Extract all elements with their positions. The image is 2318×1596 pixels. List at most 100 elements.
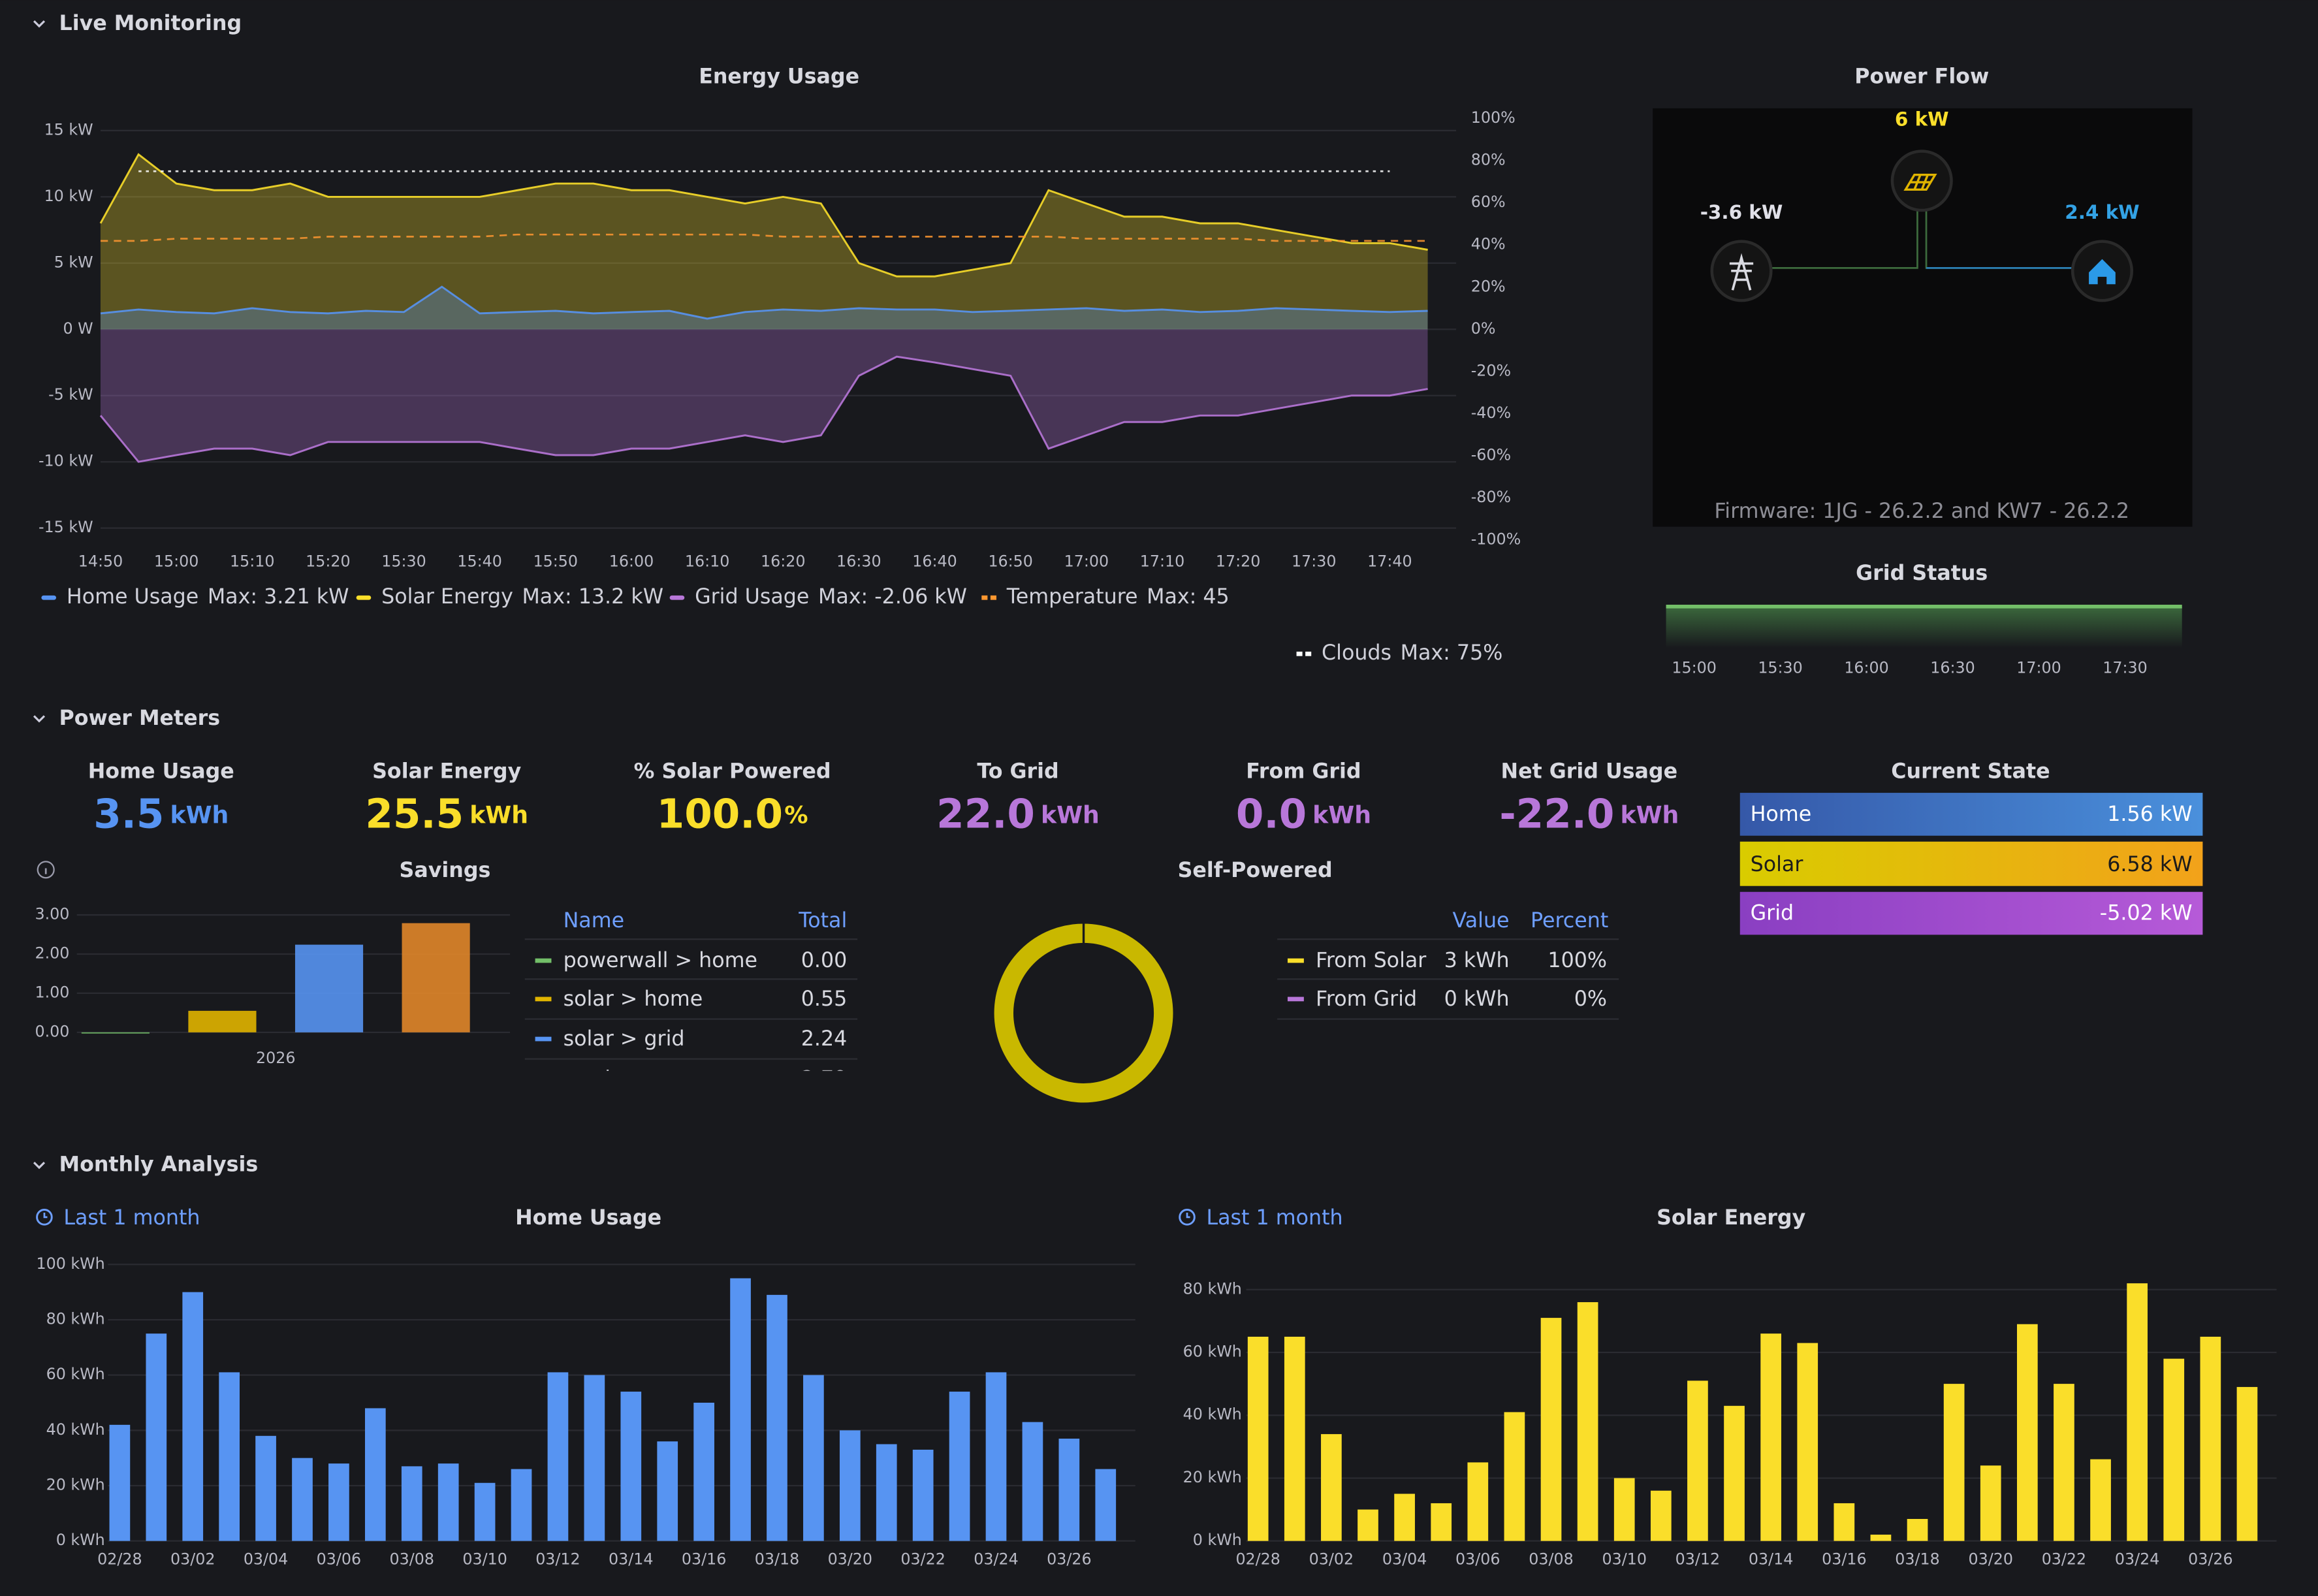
bar — [255, 1435, 276, 1541]
legend-entry[interactable]: Home Usage Max: 3.21 kW — [67, 585, 349, 609]
bar — [730, 1278, 751, 1541]
y2-tick-label: 100% — [1471, 108, 1516, 127]
x-tick-label: 03/12 — [1675, 1550, 1721, 1569]
bar — [1467, 1462, 1489, 1541]
gauge-value: 1.56 kW — [2107, 803, 2192, 826]
bar — [1284, 1336, 1305, 1541]
panel-title: Savings — [400, 859, 491, 882]
y-tick-label: 40 kWh — [46, 1420, 105, 1439]
y-tick-label: 0 W — [63, 319, 93, 338]
bar — [2163, 1358, 2185, 1541]
bar — [2236, 1386, 2258, 1541]
x-tick-label: 17:00 — [1064, 552, 1109, 570]
gauge-value: -5.02 kW — [2100, 902, 2193, 925]
table-cell: 0 kWh — [1444, 987, 1510, 1011]
legend-name[interactable]: Solar Energy — [381, 585, 513, 609]
y-tick-label: 40 kWh — [1183, 1405, 1242, 1424]
y2-tick-label: -20% — [1471, 361, 1511, 379]
x-tick-label: 03/22 — [900, 1550, 945, 1569]
x-tick-label: 03/12 — [535, 1550, 580, 1569]
x-tick-label: 03/04 — [244, 1550, 288, 1569]
bar — [474, 1482, 496, 1541]
legend-entry[interactable]: Grid Usage Max: -2.06 kW — [695, 585, 967, 609]
table-header[interactable]: Percent — [1531, 909, 1608, 933]
bar — [1540, 1318, 1562, 1541]
stat-unit: kWh — [1312, 801, 1371, 829]
bar — [803, 1375, 824, 1541]
stat-value: 25.5 — [365, 791, 464, 837]
collapse-icon[interactable] — [33, 1161, 46, 1170]
clock-icon[interactable] — [1179, 1209, 1196, 1226]
table-header[interactable]: Total — [798, 909, 847, 933]
x-tick-label: 15:40 — [457, 552, 502, 570]
bar — [1943, 1384, 1965, 1541]
table-cell: total — [564, 1067, 611, 1091]
bar — [1724, 1405, 1745, 1541]
collapse-icon[interactable] — [33, 20, 46, 28]
legend-entry[interactable]: Temperature Max: 45 — [1006, 585, 1230, 609]
y-tick-label: 0.00 — [35, 1022, 69, 1040]
savings-table: Name Total powerwall > home 0.00 solar >… — [524, 909, 858, 1091]
y-tick-label: 5 kW — [54, 253, 93, 271]
y-tick-label: 80 kWh — [46, 1309, 105, 1328]
table-cell: From Grid — [1316, 987, 1417, 1011]
legend-max[interactable]: Max: -2.06 kW — [818, 585, 967, 609]
legend-name[interactable]: Clouds — [1322, 641, 1391, 665]
x-tick-label: 17:20 — [1216, 552, 1261, 570]
bar — [912, 1449, 934, 1541]
legend-name[interactable]: Grid Usage — [695, 585, 809, 609]
pylon-icon — [1729, 253, 1754, 291]
table-header[interactable]: Value — [1453, 909, 1510, 933]
legend-entry[interactable]: Solar Energy Max: 13.2 kW — [381, 585, 663, 609]
table-cell: 100% — [1548, 949, 1607, 972]
x-tick-label: 03/18 — [755, 1550, 800, 1569]
table-cell: 0.55 — [801, 987, 848, 1011]
stat: 3.5 kWh — [93, 791, 229, 837]
legend-max[interactable]: Max: 3.21 kW — [208, 585, 349, 609]
stat-value: 100.0 — [657, 791, 783, 837]
area-fill — [100, 154, 1428, 330]
legend-marker — [669, 595, 685, 600]
bar — [1870, 1535, 1892, 1541]
legend-max[interactable]: Max: 45 — [1147, 585, 1230, 609]
clock-hand — [1186, 1213, 1190, 1219]
legend-entry[interactable]: Clouds Max: 75% — [1322, 641, 1502, 665]
x-tick-label: 16:50 — [988, 552, 1033, 570]
y-tick-label: -10 kW — [39, 452, 93, 470]
bar — [1058, 1439, 1080, 1541]
table-cell: 0% — [1574, 987, 1607, 1011]
bar — [219, 1372, 240, 1541]
panel-title: Current State — [1891, 759, 2050, 783]
clock-icon[interactable] — [36, 1209, 53, 1226]
section-title[interactable]: Live Monitoring — [59, 12, 242, 35]
stat: -22.0 kWh — [1499, 791, 1679, 837]
y2-tick-label: 40% — [1471, 235, 1506, 253]
y-tick-label: -15 kW — [39, 518, 93, 536]
legend-max[interactable]: Max: 13.2 kW — [522, 585, 663, 609]
x-tick-label: 03/14 — [1749, 1550, 1794, 1569]
gauge-bar — [1739, 793, 2203, 836]
info-icon[interactable] — [37, 861, 55, 879]
bar — [294, 944, 364, 1032]
section-title[interactable]: Monthly Analysis — [59, 1153, 259, 1177]
bar — [328, 1463, 349, 1541]
x-tick-label: 03/18 — [1895, 1550, 1939, 1569]
legend-name[interactable]: Temperature — [1006, 585, 1138, 609]
time-range[interactable]: Last 1 month — [63, 1206, 200, 1230]
bar — [2054, 1384, 2074, 1541]
table-header[interactable]: Name — [564, 909, 624, 933]
area-fill — [100, 287, 1428, 330]
bar — [2090, 1459, 2111, 1541]
legend-max[interactable]: Max: 75% — [1401, 641, 1503, 665]
stat-name: Home Usage — [88, 759, 234, 783]
legend-name[interactable]: Home Usage — [67, 585, 198, 609]
time-range[interactable]: Last 1 month — [1206, 1206, 1342, 1230]
section-title[interactable]: Power Meters — [59, 707, 221, 730]
collapse-icon[interactable] — [33, 715, 46, 723]
x-tick-label: 03/10 — [1602, 1550, 1647, 1569]
x-tick-label: 15:30 — [381, 552, 426, 570]
y-tick-label: 60 kWh — [46, 1365, 105, 1383]
y2-tick-label: -80% — [1471, 488, 1511, 506]
home-icon — [2089, 259, 2116, 285]
